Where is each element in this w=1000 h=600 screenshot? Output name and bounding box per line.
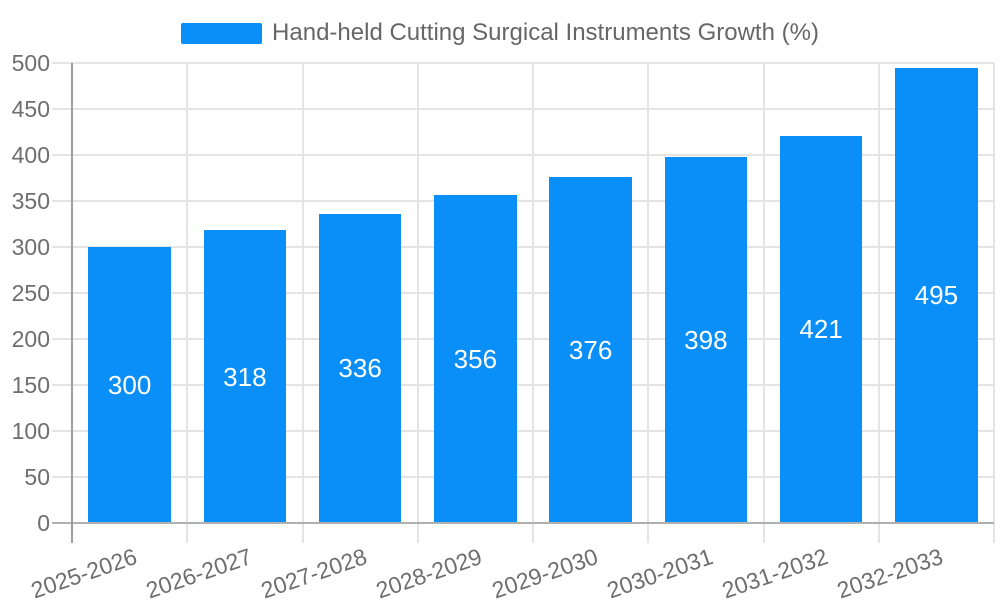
gridline-horizontal: [52, 338, 994, 340]
x-axis-line: [52, 522, 994, 524]
bar[interactable]: [203, 230, 287, 523]
y-axis-line: [71, 63, 73, 543]
bar[interactable]: [549, 177, 632, 523]
gridline-horizontal: [52, 430, 994, 432]
bar[interactable]: [779, 135, 863, 523]
y-tick-label: 50: [24, 463, 50, 490]
gridline-vertical: [186, 63, 189, 543]
bar[interactable]: [895, 67, 978, 523]
gridline-vertical: [877, 63, 880, 543]
y-tick-label: 500: [11, 49, 50, 76]
bar[interactable]: [88, 247, 171, 523]
y-tick-label: 300: [11, 233, 50, 260]
gridline-horizontal: [52, 108, 994, 110]
gridline-horizontal: [52, 246, 994, 248]
gridline-vertical: [301, 63, 304, 543]
legend-marker-swatch: [181, 22, 263, 44]
y-tick-label: 200: [11, 325, 50, 352]
gridline-vertical: [532, 63, 534, 543]
gridline-horizontal: [52, 200, 994, 202]
bar[interactable]: [664, 156, 748, 523]
gridline-vertical: [416, 63, 419, 543]
y-tick-label: 100: [11, 417, 50, 444]
y-tick-label: 150: [11, 371, 50, 398]
chart-legend[interactable]: Hand-held Cutting Surgical Instruments G…: [0, 19, 1000, 46]
y-tick-label: 0: [37, 509, 50, 536]
bar[interactable]: [318, 213, 402, 523]
gridline-horizontal: [52, 154, 994, 156]
gridline-horizontal: [52, 476, 994, 478]
gridline-vertical: [762, 63, 765, 543]
y-tick-label: 350: [11, 187, 50, 214]
y-tick-label: 250: [11, 279, 50, 306]
gridline-horizontal: [52, 384, 994, 386]
gridline-vertical: [647, 63, 650, 543]
y-tick-label: 450: [11, 95, 50, 122]
legend-label: Hand-held Cutting Surgical Instruments G…: [272, 19, 819, 46]
gridline-horizontal: [52, 292, 994, 294]
bar[interactable]: [434, 195, 517, 523]
gridline-vertical: [993, 63, 995, 543]
gridline-horizontal: [52, 62, 994, 64]
y-tick-label: 400: [11, 141, 50, 168]
